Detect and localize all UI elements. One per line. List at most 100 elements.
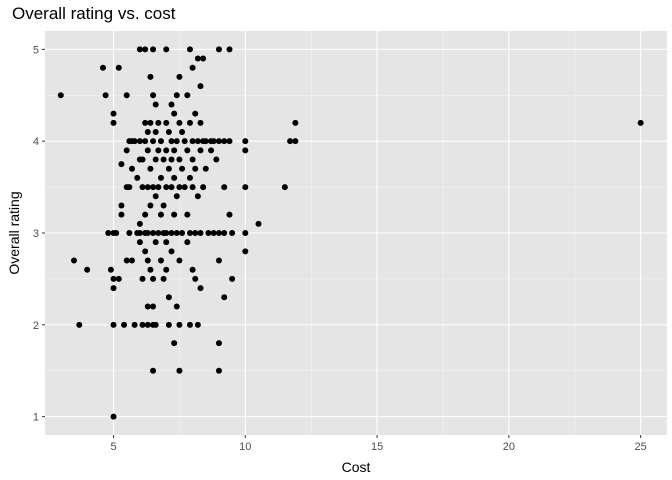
y-tick-label: 2	[33, 320, 39, 332]
data-point	[147, 266, 154, 273]
data-point	[142, 248, 149, 255]
data-point	[194, 55, 201, 62]
data-point	[134, 174, 141, 181]
data-point	[242, 230, 249, 236]
data-point	[176, 367, 183, 374]
data-point	[215, 367, 222, 374]
data-point	[226, 46, 233, 53]
y-axis-ticks: 1 2 3 4 5	[33, 44, 45, 424]
data-point	[155, 147, 162, 154]
data-point	[176, 119, 183, 126]
data-point	[110, 275, 117, 282]
data-point	[123, 92, 130, 99]
chart-title: Overall rating vs. cost	[12, 4, 176, 23]
data-point	[160, 156, 167, 163]
data-point	[157, 211, 164, 218]
data-point	[637, 119, 644, 126]
data-point	[168, 101, 175, 108]
data-point	[136, 220, 143, 227]
data-point	[110, 110, 117, 117]
data-point	[136, 46, 143, 53]
data-point	[147, 119, 154, 126]
data-point	[113, 230, 120, 236]
data-point	[144, 230, 151, 236]
y-axis-title: Overall rating	[6, 191, 22, 274]
data-point	[226, 211, 233, 218]
data-point	[123, 147, 130, 154]
data-point	[165, 129, 172, 135]
data-point	[70, 257, 77, 264]
data-point	[110, 119, 117, 126]
data-point	[176, 184, 183, 191]
data-point	[144, 257, 151, 264]
data-point	[181, 184, 188, 191]
data-point	[131, 138, 138, 145]
y-tick-label: 1	[33, 412, 39, 424]
data-point	[118, 161, 125, 168]
data-point	[197, 83, 204, 90]
data-point	[186, 46, 193, 53]
y-tick-label: 4	[33, 136, 39, 148]
data-point	[152, 193, 159, 200]
data-point	[215, 340, 222, 347]
data-point	[152, 101, 159, 108]
data-point	[152, 321, 159, 328]
data-point	[152, 156, 159, 163]
data-point	[242, 138, 249, 145]
data-point	[208, 147, 215, 154]
x-tick-label: 10	[239, 441, 251, 453]
data-point	[157, 138, 164, 145]
data-point	[139, 321, 146, 328]
data-point	[242, 147, 249, 154]
data-point	[221, 138, 228, 145]
data-point	[176, 156, 183, 163]
data-point	[150, 138, 157, 145]
data-point	[142, 211, 149, 218]
data-point	[160, 202, 167, 209]
data-point	[168, 156, 175, 163]
data-point	[205, 230, 212, 236]
data-point	[184, 211, 191, 218]
data-point	[179, 230, 186, 236]
data-point	[155, 184, 162, 191]
data-point	[147, 202, 154, 209]
data-point	[102, 92, 109, 99]
data-point	[163, 46, 170, 53]
data-point	[150, 275, 157, 282]
data-point	[186, 321, 193, 328]
x-axis-title: Cost	[342, 459, 371, 475]
data-point	[197, 119, 204, 126]
data-point	[173, 138, 180, 145]
data-point	[215, 46, 222, 53]
data-point	[176, 257, 183, 264]
data-point	[163, 230, 170, 236]
data-point	[147, 73, 154, 80]
data-point	[184, 147, 191, 154]
data-point	[128, 257, 135, 264]
data-point	[157, 174, 164, 181]
data-point	[171, 147, 178, 154]
data-point	[179, 165, 186, 172]
data-point	[171, 174, 178, 181]
data-point	[192, 230, 199, 236]
data-point	[210, 138, 217, 145]
data-point	[197, 147, 204, 154]
data-point	[194, 138, 201, 145]
data-point	[194, 321, 201, 328]
data-point	[192, 110, 199, 117]
data-point	[281, 184, 288, 191]
data-point	[202, 165, 209, 172]
data-point	[171, 340, 178, 347]
data-point	[144, 303, 151, 310]
data-point	[189, 64, 196, 71]
data-point	[189, 266, 196, 273]
data-point	[121, 321, 128, 328]
data-point	[200, 55, 207, 62]
data-point	[110, 321, 117, 328]
data-point	[189, 138, 196, 145]
data-point	[110, 285, 117, 292]
data-point	[213, 156, 220, 163]
data-point	[173, 92, 180, 99]
data-point	[165, 294, 172, 301]
data-point	[110, 413, 117, 420]
